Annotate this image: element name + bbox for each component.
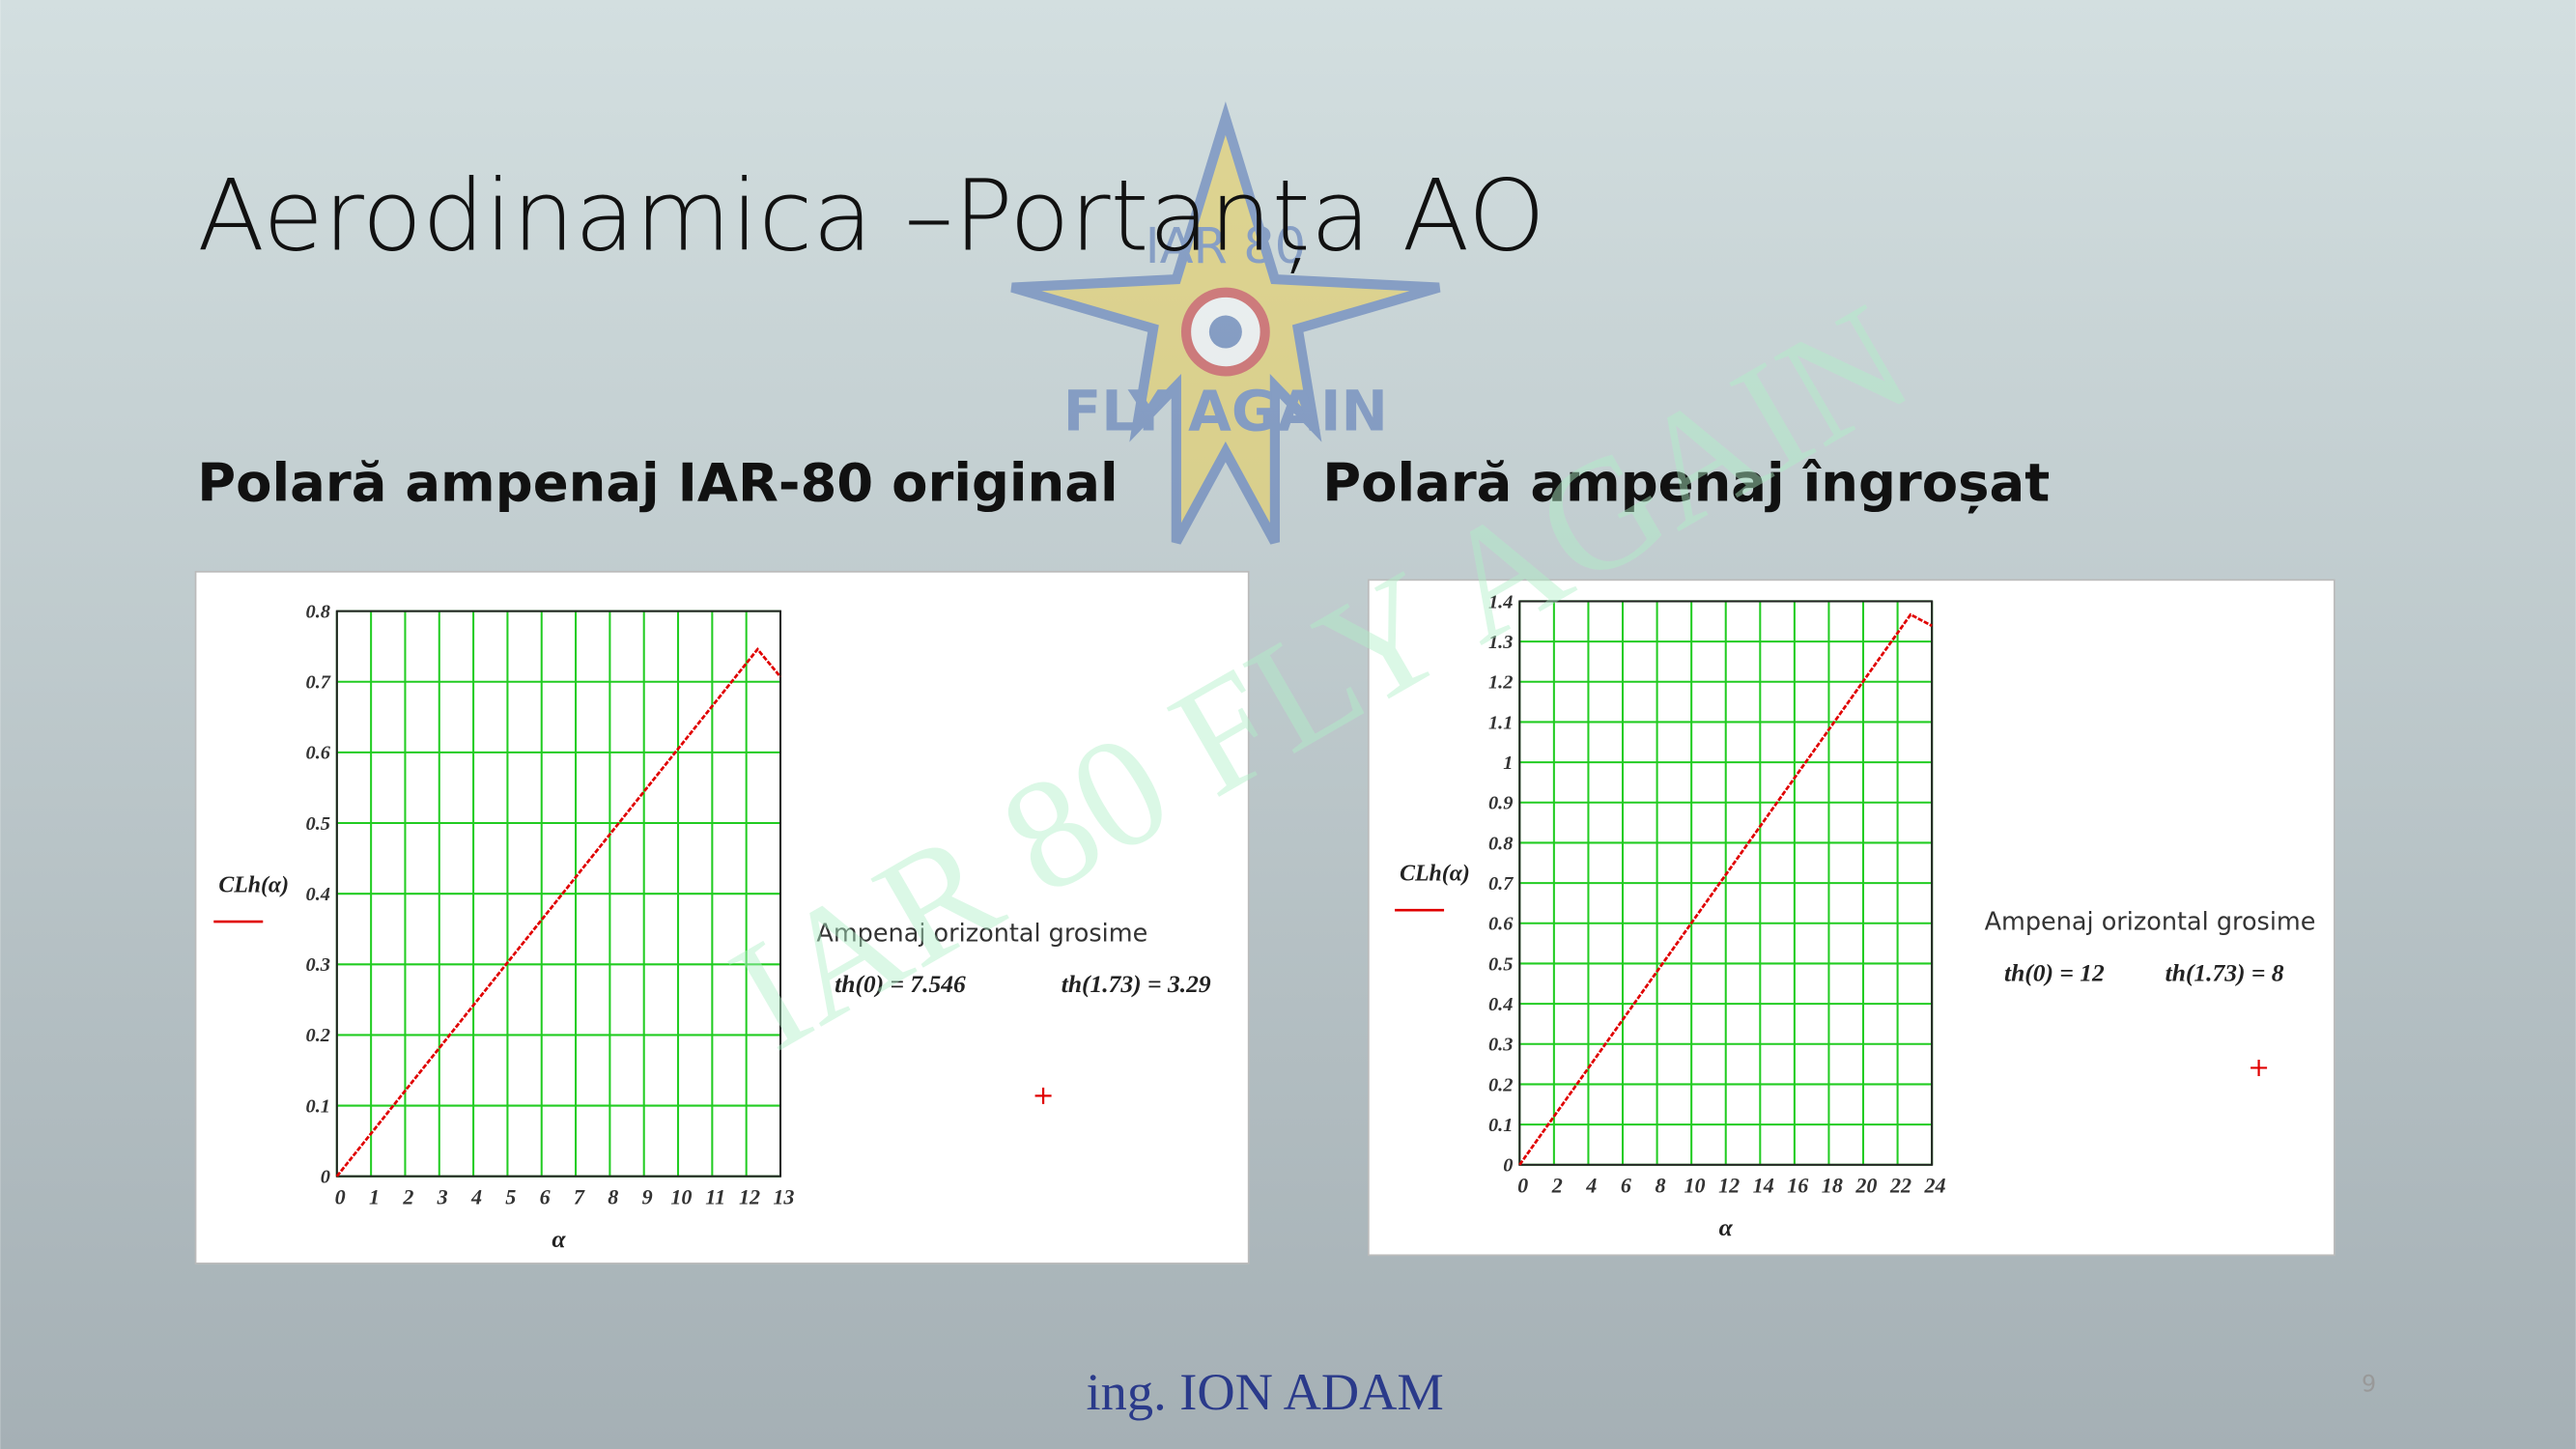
y-tick-label: 0.4 — [306, 884, 331, 905]
x-tick-label: 11 — [705, 1185, 725, 1209]
x-tick-label: 24 — [1924, 1174, 1946, 1198]
page-number: 9 — [2362, 1370, 2376, 1397]
chart-panel — [1367, 579, 2335, 1257]
x-tick-label: 14 — [1753, 1174, 1774, 1198]
x-axis-label: α — [552, 1225, 566, 1253]
y-tick-label: 0.6 — [1488, 914, 1514, 935]
x-tick-label: 6 — [540, 1185, 552, 1209]
y-axis-label: CLh(α) — [1400, 862, 1470, 887]
chart-panel — [194, 570, 1250, 1264]
x-tick-label: 12 — [739, 1185, 760, 1209]
heading: Polară ampenaj îngroșat — [1322, 452, 2050, 515]
x-tick-label: 7 — [574, 1185, 585, 1209]
x-tick-label: 3 — [437, 1185, 448, 1209]
x-tick-label: 5 — [505, 1185, 516, 1209]
annotation: th(1.73) = 3.29 — [1062, 970, 1211, 998]
y-tick-label: 0.5 — [306, 813, 331, 835]
y-tick-label: 1 — [1503, 753, 1513, 774]
y-tick-label: 0.8 — [1488, 833, 1514, 854]
logo-top: IAR 80 — [1146, 218, 1307, 275]
x-tick-label: 10 — [670, 1185, 692, 1209]
y-tick-label: 0.4 — [1488, 994, 1514, 1015]
x-tick-label: 22 — [1889, 1174, 1911, 1198]
chart: 00.10.20.30.40.50.60.70.80 1 2 3 4 5 6 7 8 9 10 11 1… — [194, 570, 1250, 1264]
y-tick-label: 0.5 — [1488, 953, 1514, 975]
y-tick-label: 0.3 — [306, 954, 331, 976]
y-tick-label: 0 — [321, 1166, 330, 1187]
y-tick-label: 0 — [1503, 1155, 1513, 1177]
logo-center — [1208, 315, 1242, 349]
annotation: th(0) = 7.546 — [835, 970, 966, 998]
x-tick-label: 12 — [1718, 1174, 1740, 1198]
x-tick-label: 0 — [335, 1185, 346, 1209]
chart: 0 0.1 0.2 0.3 0.4 0.5 0.6 0.7 0.8 0.9 1 1.1 1.2 1.3 1.… — [1367, 579, 2335, 1257]
logo: IAR 80 FLY AGAIN — [1010, 101, 1441, 545]
y-tick-label: 0.6 — [306, 743, 331, 764]
x-tick-label: 8 — [608, 1185, 618, 1209]
x-tick-label: 1 — [369, 1185, 380, 1209]
y-tick-label: 0.1 — [1488, 1115, 1514, 1136]
x-tick-label: 13 — [773, 1185, 794, 1209]
x-tick-label: 9 — [642, 1185, 653, 1209]
y-tick-label: 0.7 — [306, 672, 331, 694]
x-tick-label: 8 — [1655, 1174, 1665, 1198]
series-line — [335, 646, 782, 1178]
y-tick-label: 0.3 — [1488, 1035, 1514, 1056]
annotation: th(0) = 12 — [2004, 958, 2105, 986]
y-axis-label: CLh(α) — [218, 872, 289, 897]
x-tick-label: 4 — [470, 1185, 482, 1209]
y-tick-label: 0.2 — [306, 1025, 331, 1046]
x-tick-label: 16 — [1787, 1174, 1809, 1198]
x-tick-label: 2 — [1551, 1174, 1563, 1198]
y-tick-label: 1.3 — [1488, 632, 1514, 653]
slide-title: Aerodinamica –Portanța AO — [197, 159, 1545, 274]
x-tick-label: 4 — [1585, 1174, 1597, 1198]
annotation: th(1.73) = 8 — [2166, 958, 2284, 986]
x-tick-label: 6 — [1621, 1174, 1632, 1198]
annotation: Ampenaj orizontal grosime — [816, 919, 1147, 948]
y-tick-label: 0.2 — [1488, 1074, 1514, 1095]
plus-marker — [1034, 1087, 1052, 1104]
y-tick-label: 0.9 — [1488, 793, 1514, 814]
heading: Polară ampenaj IAR-80 original — [197, 452, 1118, 514]
y-tick-label: 0.1 — [306, 1095, 331, 1117]
x-tick-label: 20 — [1854, 1174, 1877, 1198]
x-tick-label: 0 — [1517, 1174, 1528, 1198]
annotation: Ampenaj orizontal grosime — [1985, 908, 2316, 937]
y-tick-label: 1.4 — [1488, 591, 1514, 612]
x-tick-label: 10 — [1684, 1174, 1706, 1198]
x-axis-label: α — [1719, 1213, 1734, 1241]
x-tick-label: 2 — [402, 1185, 413, 1209]
series-line — [1518, 612, 1933, 1166]
y-tick-label: 0.7 — [1488, 873, 1514, 895]
author: ing. ION ADAM — [1087, 1363, 1444, 1421]
plot-frame — [335, 610, 782, 1178]
plus-marker — [2250, 1059, 2268, 1076]
logo-bottom: FLY AGAIN — [1063, 379, 1388, 444]
plot-frame — [1518, 600, 1934, 1166]
y-tick-label: 1.2 — [1488, 672, 1514, 694]
y-tick-label: 1.1 — [1488, 712, 1514, 733]
charts: 00.10.20.30.40.50.60.70.80 1 2 3 4 5 6 7 8 9 10 11 1… — [194, 570, 2335, 1264]
x-tick-label: 18 — [1822, 1174, 1843, 1198]
y-tick-label: 0.8 — [306, 601, 331, 622]
